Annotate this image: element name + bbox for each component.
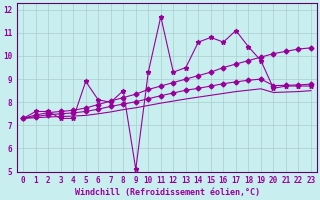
X-axis label: Windchill (Refroidissement éolien,°C): Windchill (Refroidissement éolien,°C) <box>75 188 260 197</box>
